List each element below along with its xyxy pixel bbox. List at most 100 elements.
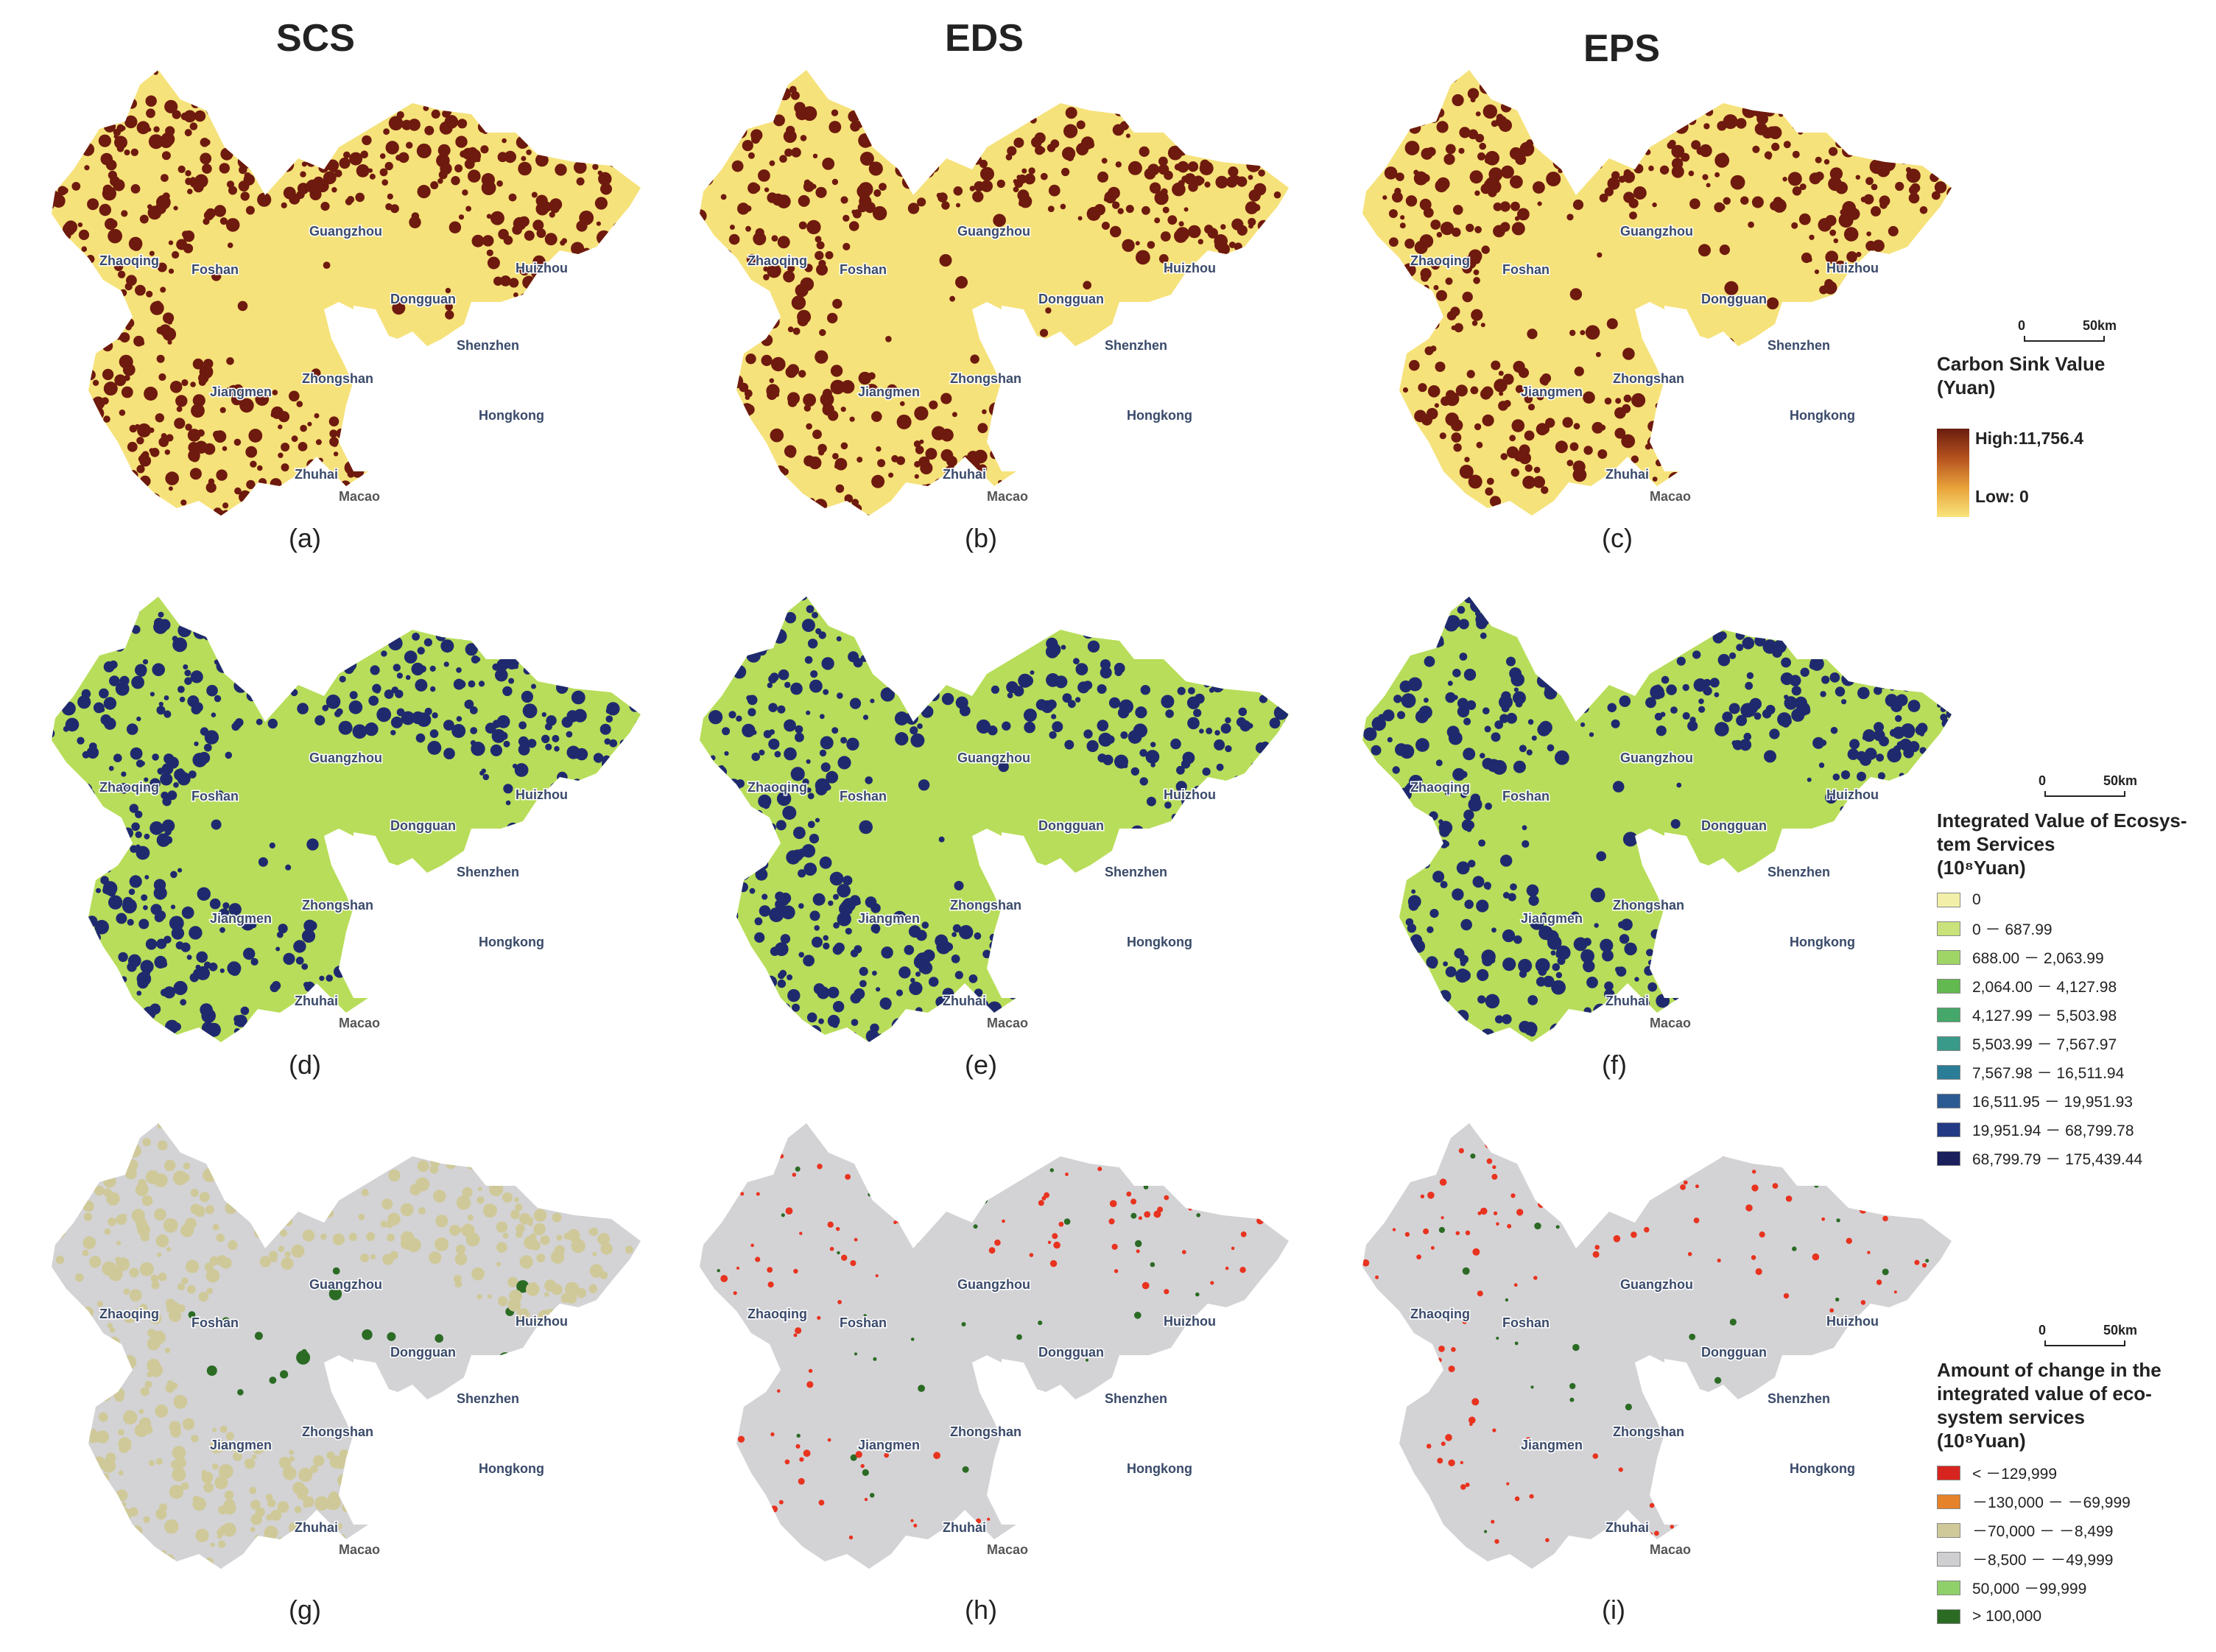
estuary-water xyxy=(1650,832,1738,998)
city-label-guangzhou: Guangzhou xyxy=(309,1277,382,1292)
legend-title: tem Services xyxy=(1937,833,2055,855)
city-label-hongkong: Hongkong xyxy=(1127,935,1192,949)
ramp-low-label: Low: 0 xyxy=(1975,487,2029,506)
column-title-scs: SCS xyxy=(276,17,355,60)
city-label-macao: Macao xyxy=(1650,489,1691,504)
map-landmass xyxy=(52,1123,641,1569)
city-label-guangzhou: Guangzhou xyxy=(957,224,1030,239)
legend-label: 50,000 －99,999 xyxy=(1972,1580,2087,1597)
city-label-dongguan: Dongguan xyxy=(1038,818,1104,833)
city-label-guangzhou: Guangzhou xyxy=(309,751,382,765)
city-label-zhaoqing: Zhaoqing xyxy=(1410,780,1470,795)
legend-title: (Yuan) xyxy=(1937,376,1996,398)
legend-swatch xyxy=(1937,978,1960,994)
city-label-guangzhou: Guangzhou xyxy=(1620,1277,1693,1292)
city-label-zhongshan: Zhongshan xyxy=(302,898,373,913)
legend-change-value: Amount of change in the integrated value… xyxy=(1937,1358,2209,1631)
legend-title: (10⁸Yuan) xyxy=(1937,1430,2026,1452)
city-label-zhaoqing: Zhaoqing xyxy=(748,253,807,268)
city-label-hongkong: Hongkong xyxy=(479,1461,544,1476)
city-label-hongkong: Hongkong xyxy=(1127,408,1192,423)
city-label-jiangmen: Jiangmen xyxy=(858,1438,920,1452)
city-label-huizhou: Huizhou xyxy=(1164,787,1216,802)
city-label-foshan: Foshan xyxy=(1502,1315,1550,1330)
city-label-hongkong: Hongkong xyxy=(1127,1461,1192,1476)
city-label-macao: Macao xyxy=(1650,1016,1691,1030)
map-canvas: Zhaoqing Foshan Guangzhou Huizhou Dongguan Sh… xyxy=(1362,1123,1952,1569)
estuary-water xyxy=(1650,306,1738,471)
city-label-guangzhou: Guangzhou xyxy=(1620,751,1693,765)
legend-label: 0 xyxy=(1972,890,1981,908)
scale-fifty: 50km xyxy=(2083,318,2117,333)
legend-item: 2,064.00 － 4,127.98 xyxy=(1937,971,2209,1000)
ramp-labels: High:11,756.4 Low: 0 xyxy=(1975,429,2083,517)
legend-swatch xyxy=(1937,1580,1960,1595)
legend-label: 7,567.98 － 16,511.94 xyxy=(1972,1064,2125,1082)
city-label-huizhou: Huizhou xyxy=(1164,1314,1216,1329)
legend-label: 19,951.94 － 68,799.78 xyxy=(1972,1122,2134,1139)
legend-item: 4,127.99 － 5,503.98 xyxy=(1937,1000,2209,1029)
legend-title: system services xyxy=(1937,1406,2085,1428)
legend-label: 68,799.79 － 175,439.44 xyxy=(1972,1150,2143,1168)
legend-label: －8,500 － －49,999 xyxy=(1972,1551,2114,1569)
city-label-macao: Macao xyxy=(987,1016,1028,1030)
legend-title: Integrated Value of Ecosys- xyxy=(1937,809,2187,832)
legend-item: 0 － 687.99 xyxy=(1937,914,2209,943)
city-label-zhuhai: Zhuhai xyxy=(1605,1520,1649,1535)
city-label-zhuhai: Zhuhai xyxy=(295,994,338,1008)
city-label-dongguan: Dongguan xyxy=(1038,292,1104,306)
city-label-zhongshan: Zhongshan xyxy=(950,898,1021,913)
legend-swatch xyxy=(1937,1465,1960,1480)
map-canvas: Zhaoqing Foshan Guangzhou Huizhou Dongguan Sh… xyxy=(52,597,641,1042)
map-landmass xyxy=(1362,1123,1952,1569)
city-label-jiangmen: Jiangmen xyxy=(210,911,272,926)
city-label-guangzhou: Guangzhou xyxy=(1620,224,1693,239)
city-label-jiangmen: Jiangmen xyxy=(1521,384,1583,399)
city-label-macao: Macao xyxy=(1650,1542,1691,1557)
city-label-macao: Macao xyxy=(987,489,1028,504)
scale-bar-2: 0 50km xyxy=(2039,773,2142,803)
panel-label-f: (f) xyxy=(1602,1050,1627,1080)
city-label-huizhou: Huizhou xyxy=(516,261,568,275)
city-label-foshan: Foshan xyxy=(1502,789,1550,804)
map-canvas: Zhaoqing Foshan Guangzhou Huizhou Dongguan Sh… xyxy=(1362,597,1952,1042)
legend-swatch xyxy=(1937,1036,1960,1051)
city-label-shenzhen: Shenzhen xyxy=(1105,865,1167,879)
city-label-zhongshan: Zhongshan xyxy=(302,371,373,386)
city-label-hongkong: Hongkong xyxy=(1790,1461,1855,1476)
legend-swatch xyxy=(1937,1122,1960,1137)
legend-swatch xyxy=(1937,892,1960,907)
legend-label: > 100,000 xyxy=(1972,1607,2042,1625)
scale-bar-3: 0 50km xyxy=(2039,1323,2142,1352)
city-label-shenzhen: Shenzhen xyxy=(457,1391,519,1406)
city-label-huizhou: Huizhou xyxy=(1164,261,1216,275)
map-canvas: Zhaoqing Foshan Guangzhou Huizhou Dongguan Sh… xyxy=(1362,70,1952,516)
city-label-foshan: Foshan xyxy=(191,789,239,804)
city-label-zhuhai: Zhuhai xyxy=(295,467,338,482)
legend-item: 5,503.99 － 7,567.97 xyxy=(1937,1029,2209,1058)
legend-swatch xyxy=(1937,1007,1960,1022)
city-label-shenzhen: Shenzhen xyxy=(1105,1391,1167,1406)
estuary-water xyxy=(339,1359,427,1525)
city-label-zhaoqing: Zhaoqing xyxy=(748,780,807,795)
map-integrated-scs: Zhaoqing Foshan Guangzhou Huizhou Dongguan Sh… xyxy=(29,586,663,1057)
city-label-foshan: Foshan xyxy=(1502,262,1550,277)
city-label-shenzhen: Shenzhen xyxy=(1105,338,1167,353)
city-label-zhaoqing: Zhaoqing xyxy=(99,253,159,268)
map-canvas: Zhaoqing Foshan Guangzhou Huizhou Dongguan Sh… xyxy=(52,70,641,516)
city-label-zhongshan: Zhongshan xyxy=(950,371,1021,386)
legend-swatch xyxy=(1937,1609,1960,1624)
legend-item: > 100,000 xyxy=(1937,1602,2209,1631)
scale-fifty: 50km xyxy=(2103,1323,2138,1338)
city-label-zhuhai: Zhuhai xyxy=(943,467,986,482)
map-carbon-eps: Zhaoqing Foshan Guangzhou Huizhou Dongguan Sh… xyxy=(1340,59,1974,530)
map-canvas: Zhaoqing Foshan Guangzhou Huizhou Dongguan Sh… xyxy=(700,1123,1289,1569)
city-label-zhaoqing: Zhaoqing xyxy=(99,1307,159,1321)
city-label-dongguan: Dongguan xyxy=(390,292,456,306)
scale-zero: 0 xyxy=(2018,318,2026,333)
map-canvas: Zhaoqing Foshan Guangzhou Huizhou Dongguan Sh… xyxy=(700,597,1289,1042)
panel-label-e: (e) xyxy=(965,1050,997,1080)
estuary-water xyxy=(987,832,1075,998)
legend-label: 16,511.95 － 19,951.93 xyxy=(1972,1093,2133,1111)
scale-line xyxy=(2044,791,2125,797)
